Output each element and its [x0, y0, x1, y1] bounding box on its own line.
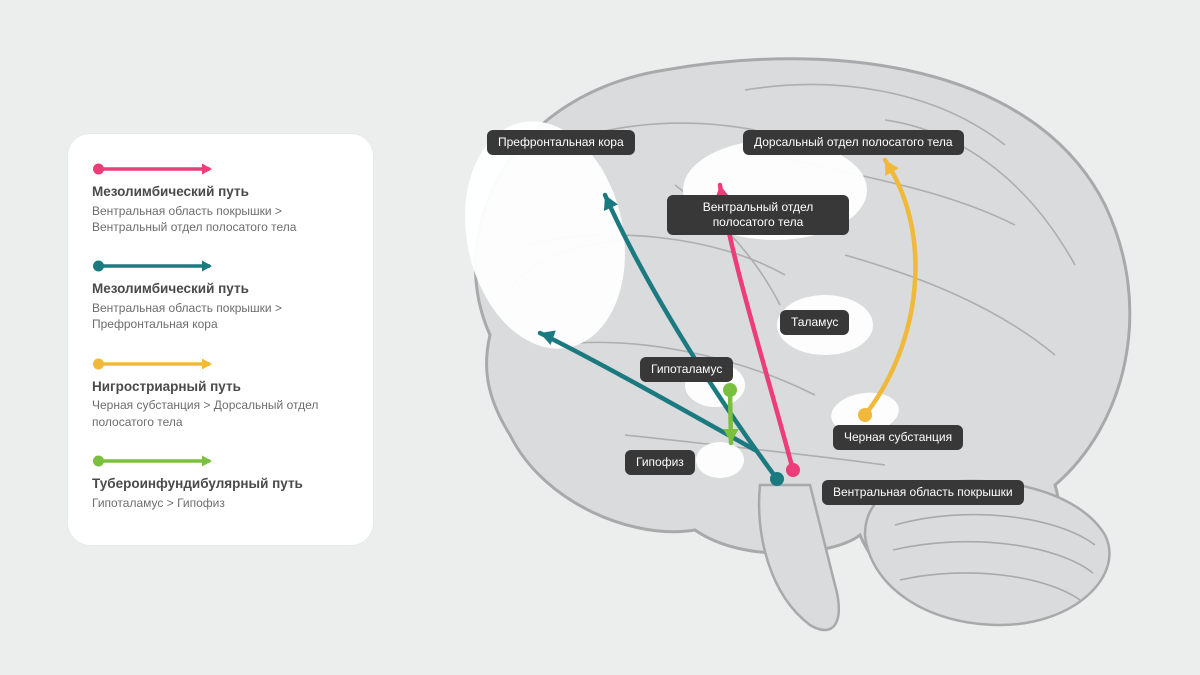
legend-panel: Мезолимбический путь Вентральная область…	[68, 134, 373, 545]
region-label-7: Вентральная область покрышки	[822, 480, 1024, 505]
legend-arrow-0	[92, 160, 222, 178]
legend-title-0: Мезолимбический путь	[92, 184, 349, 201]
region-label-1: Дорсальный отдел полосатого тела	[743, 130, 964, 155]
legend-desc-3: Гипоталамус > Гипофиз	[92, 495, 349, 511]
legend-title-1: Мезолимбический путь	[92, 281, 349, 298]
legend-desc-1: Вентральная область покрышки > Префронта…	[92, 300, 349, 332]
region-label-3: Таламус	[780, 310, 849, 335]
legend-arrow-2	[92, 355, 222, 373]
legend-item-1: Мезолимбический путь Вентральная область…	[92, 257, 349, 332]
region-label-5: Черная субстанция	[833, 425, 963, 450]
legend-item-3: Тубероинфундибулярный путь Гипоталамус >…	[92, 452, 349, 511]
legend-desc-2: Черная субстанция > Дорсальный отдел пол…	[92, 397, 349, 429]
region-label-4: Гипоталамус	[640, 357, 733, 382]
region-label-0: Префронтальная кора	[487, 130, 635, 155]
region-label-6: Гипофиз	[625, 450, 695, 475]
brain-diagram: Префронтальная кора Дорсальный отдел поло…	[415, 35, 1155, 650]
legend-title-2: Нигростриарный путь	[92, 379, 349, 396]
legend-arrow-3	[92, 452, 222, 470]
legend-desc-0: Вентральная область покрышки > Вентральн…	[92, 203, 349, 235]
legend-arrow-1	[92, 257, 222, 275]
legend-title-3: Тубероинфундибулярный путь	[92, 476, 349, 493]
legend-item-0: Мезолимбический путь Вентральная область…	[92, 160, 349, 235]
region-label-2: Вентральный отделполосатого тела	[667, 195, 849, 235]
legend-item-2: Нигростриарный путь Черная субстанция > …	[92, 355, 349, 430]
